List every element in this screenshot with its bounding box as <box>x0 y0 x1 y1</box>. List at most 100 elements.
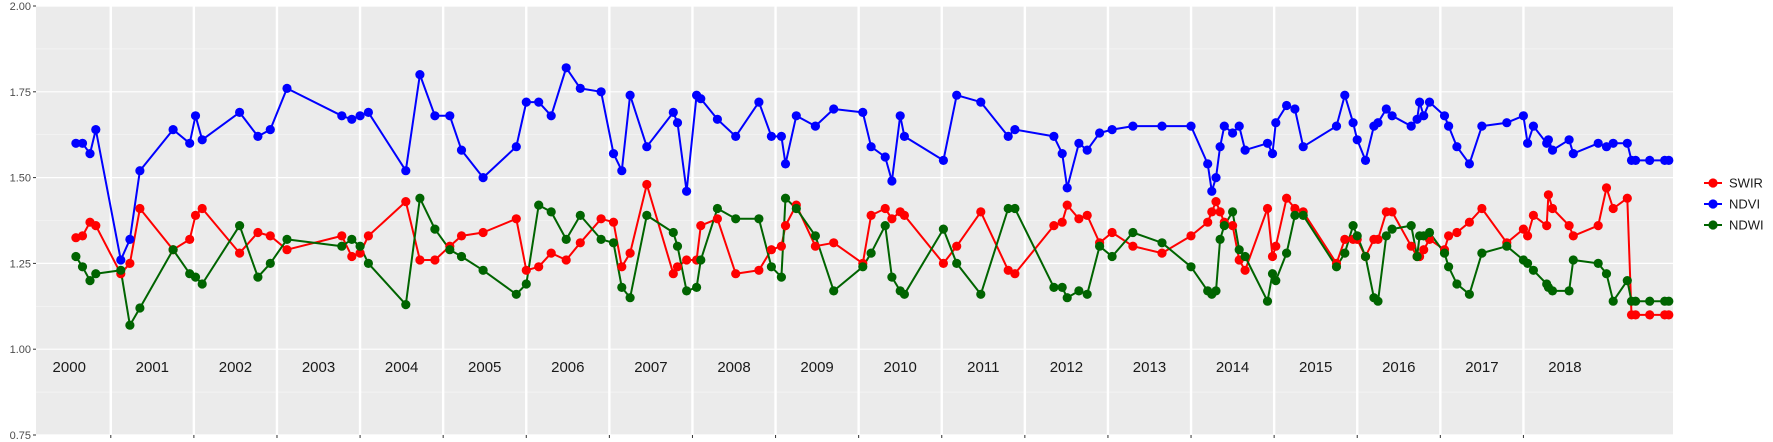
swir-point <box>1240 265 1250 275</box>
ndwi-point <box>363 258 373 268</box>
ndwi-point <box>1219 221 1229 231</box>
year-label-2013: 2013 <box>1133 359 1166 376</box>
swir-point <box>1601 183 1612 193</box>
ndvi-point <box>731 131 741 141</box>
ndvi-point <box>780 159 791 169</box>
legend-key-point <box>1708 178 1718 188</box>
ndwi-point <box>1298 210 1308 220</box>
swir-point <box>1340 234 1350 244</box>
swir-point <box>1062 200 1072 210</box>
swir-point <box>1528 210 1538 220</box>
ndvi-point <box>880 152 890 162</box>
ndvi-point <box>1439 111 1450 121</box>
ndwi-point <box>91 269 101 279</box>
ndvi-point <box>895 111 905 121</box>
swir-point <box>672 262 683 272</box>
ndvi-point <box>899 131 910 141</box>
swir-point <box>1203 217 1213 227</box>
y-tick-label: 1.25 <box>10 258 31 270</box>
swir-point <box>596 214 606 224</box>
ndvi-point <box>1207 186 1217 196</box>
ndvi-point <box>1622 138 1632 148</box>
swir-point <box>77 231 88 241</box>
ndwi-point <box>401 300 411 310</box>
ndvi-point <box>116 255 126 265</box>
ndvi-point <box>534 97 544 107</box>
swir-point <box>608 217 619 227</box>
ndvi-point <box>401 166 411 176</box>
ndwi-point <box>1331 262 1342 272</box>
ndwi-point <box>1406 221 1416 231</box>
ndvi-point <box>776 131 787 141</box>
ndvi-point <box>1593 138 1603 148</box>
ndvi-point <box>347 114 357 124</box>
year-label-2007: 2007 <box>634 359 667 376</box>
ndwi-point <box>430 224 440 234</box>
ndwi-point <box>608 238 619 248</box>
swir-point <box>337 231 347 241</box>
ndwi-point <box>1003 203 1013 214</box>
ndvi-point <box>168 125 178 135</box>
ndwi-point <box>1664 296 1674 306</box>
ndvi-point <box>445 111 455 121</box>
ndvi-point <box>1128 121 1138 131</box>
swir-point <box>952 241 962 251</box>
ndvi-point <box>668 107 678 117</box>
swir-point <box>1564 221 1574 231</box>
ndvi-point <box>766 131 777 141</box>
swir-point <box>1082 210 1092 220</box>
legend-key-point <box>1708 220 1718 230</box>
ndvi-point <box>1219 121 1229 131</box>
swir-point <box>521 265 531 275</box>
swir-point <box>1419 245 1429 255</box>
swir-point <box>1211 197 1221 207</box>
ndvi-point <box>1203 159 1213 169</box>
swir-point <box>712 214 723 224</box>
ndwi-point <box>575 210 585 220</box>
swir-point <box>1664 310 1674 320</box>
year-label-2000: 2000 <box>53 359 86 376</box>
ndwi-point <box>1373 296 1383 306</box>
year-label-2006: 2006 <box>551 359 584 376</box>
ndvi-point <box>1419 111 1429 121</box>
ndwi-point <box>1107 251 1117 262</box>
swir-point <box>1387 207 1397 217</box>
ndwi-point <box>887 272 897 282</box>
swir-point <box>1049 221 1059 231</box>
ndwi-point <box>1262 296 1273 306</box>
ndvi-point <box>265 125 275 135</box>
swir-point <box>265 231 275 241</box>
ndvi-point <box>1373 118 1383 128</box>
ndwi-point <box>791 203 801 214</box>
ndvi-point <box>829 104 839 114</box>
series-points <box>71 63 1674 330</box>
year-label-2009: 2009 <box>800 359 833 376</box>
ndwi-point <box>1631 296 1641 306</box>
swir-point <box>1267 251 1278 262</box>
ndvi-point <box>1049 131 1059 141</box>
ndwi-point <box>1186 262 1196 272</box>
ndwi-point <box>415 193 425 203</box>
ndvi-point <box>1215 142 1225 152</box>
swir-point <box>1608 203 1618 214</box>
ndvi-point <box>1107 125 1117 135</box>
swir-point <box>642 179 652 190</box>
ndvi-point <box>1444 121 1454 131</box>
ndvi-point <box>1387 111 1397 121</box>
swir-point <box>1645 310 1655 320</box>
ndvi-point <box>235 107 245 117</box>
ndwi-point <box>116 265 126 275</box>
ndvi-point <box>1664 155 1674 165</box>
ndwi-point <box>754 214 764 224</box>
ndwi-point <box>625 293 635 303</box>
ndvi-point <box>185 138 195 148</box>
ndwi-point <box>1622 276 1632 286</box>
swir-point <box>829 238 839 248</box>
ndvi-point <box>1543 135 1553 145</box>
ndwi-point <box>355 241 365 251</box>
ndwi-point <box>534 200 544 210</box>
ndvi-point <box>1298 142 1308 152</box>
swir-point <box>511 214 521 224</box>
ndwi-point <box>692 282 702 292</box>
